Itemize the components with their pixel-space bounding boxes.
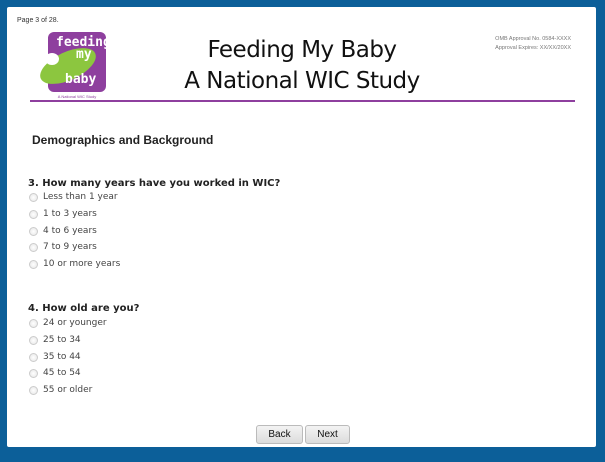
radio-option[interactable]: Less than 1 year [29,192,118,202]
question-3: 3. How many years have you worked in WIC… [28,178,281,189]
radio-option[interactable]: 45 to 54 [29,368,81,378]
omb-approval: OMB Approval No. 0584-XXXX Approval Expi… [495,36,571,51]
radio-button[interactable] [29,259,38,269]
radio-option[interactable]: 35 to 44 [29,352,81,362]
radio-button[interactable] [29,385,38,395]
radio-option[interactable]: 55 or older [29,385,92,395]
radio-button[interactable] [29,335,38,345]
radio-button[interactable] [29,368,38,378]
radio-button[interactable] [29,226,38,236]
next-button[interactable]: Next [305,425,350,444]
radio-button[interactable] [29,318,38,328]
back-button[interactable]: Back [256,425,303,444]
radio-option[interactable]: 4 to 6 years [29,226,97,236]
radio-button[interactable] [29,242,38,252]
radio-option[interactable]: 1 to 3 years [29,209,97,219]
radio-button[interactable] [29,192,38,202]
radio-option[interactable]: 10 or more years [29,259,120,269]
section-title: Demographics and Background [32,133,214,147]
page-indicator: Page 3 of 28. [17,17,59,24]
radio-option[interactable]: 25 to 34 [29,335,81,345]
feeding-my-baby-logo: feeding my baby A National WIC Study [34,32,111,100]
radio-button[interactable] [29,352,38,362]
header-divider [30,100,575,102]
radio-option[interactable]: 7 to 9 years [29,242,97,252]
question-4: 4. How old are you? [28,303,140,314]
survey-panel: Page 3 of 28. feeding my baby A National… [7,7,596,447]
radio-button[interactable] [29,209,38,219]
page-title: Feeding My Baby A National WIC Study [184,37,420,94]
radio-option[interactable]: 24 or younger [29,318,107,328]
